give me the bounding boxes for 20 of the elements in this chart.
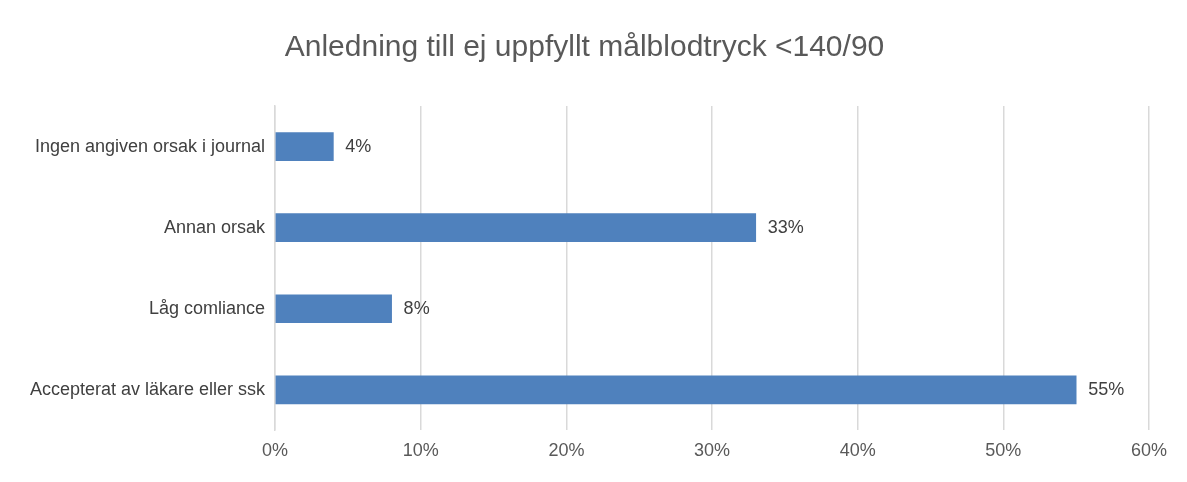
chart-title: Anledning till ej uppfyllt målblodtryck <140/90 [284,29,885,63]
data-label: 55% [1088,378,1125,399]
x-tick-label: 60% [1130,440,1168,461]
data-label: 33% [767,216,804,237]
x-tick-label: 50% [985,440,1022,461]
x-tick-label: 30% [694,440,731,461]
data-label: 4% [345,135,372,156]
bar [275,213,757,242]
x-tick-label: 0% [262,440,289,461]
bar [275,132,334,161]
bar [275,375,1077,405]
y-tick-label: Ingen angiven orsak i journal [34,135,266,156]
y-tick-label: Accepterat av läkare eller ssk [29,378,267,399]
x-tick-label: 10% [402,440,439,461]
y-tick-label: Låg comliance [149,297,266,318]
y-tick-label: Annan orsak [164,216,267,237]
bar [275,294,392,324]
x-tick-label: 20% [548,440,585,461]
data-label: 8% [403,297,430,318]
x-tick-label: 40% [839,440,876,461]
